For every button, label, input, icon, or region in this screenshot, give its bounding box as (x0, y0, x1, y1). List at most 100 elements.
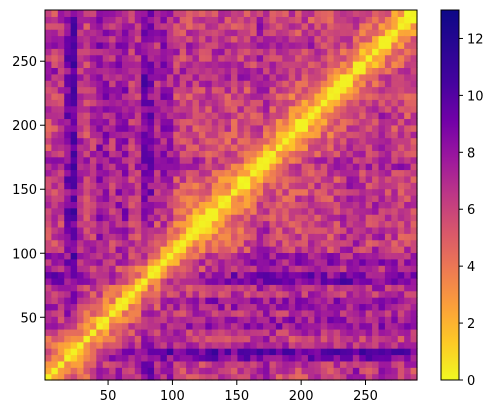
heatmap-cell (186, 73, 194, 81)
heatmap-cell (211, 348, 219, 356)
heatmap-cell (397, 86, 405, 94)
heatmap-cell (243, 252, 251, 260)
heatmap-cell (173, 169, 181, 177)
heatmap-cell (70, 277, 78, 285)
heatmap-cell (179, 367, 187, 375)
heatmap-cell (314, 265, 322, 273)
heatmap-cell (141, 226, 149, 234)
heatmap-cell (231, 328, 239, 336)
heatmap-cell (346, 48, 354, 56)
heatmap-cell (378, 67, 386, 75)
heatmap-cell (372, 118, 380, 126)
heatmap-cell (160, 92, 168, 100)
heatmap-cell (89, 118, 97, 126)
heatmap-cell (365, 277, 373, 285)
heatmap-cell (346, 246, 354, 254)
heatmap-cell (391, 226, 399, 234)
heatmap-cell (352, 67, 360, 75)
heatmap-cell (198, 67, 206, 75)
heatmap-cell (141, 195, 149, 202)
heatmap-cell (134, 150, 142, 158)
heatmap-cell (109, 35, 117, 43)
heatmap-cell (160, 150, 168, 158)
heatmap-cell (404, 290, 412, 298)
heatmap-cell (141, 35, 149, 43)
heatmap-cell (327, 252, 335, 260)
heatmap-cell (372, 277, 380, 285)
heatmap-cell (372, 73, 380, 81)
heatmap-cell (231, 182, 239, 190)
heatmap-cell (198, 316, 206, 324)
heatmap-cell (250, 48, 258, 56)
heatmap-cell (160, 367, 168, 375)
heatmap-cell (160, 233, 168, 241)
heatmap-cell (404, 61, 412, 69)
heatmap-cell (166, 10, 174, 17)
heatmap-cell (250, 201, 258, 209)
heatmap-cell (243, 16, 251, 24)
heatmap-cell (89, 112, 97, 120)
heatmap-cell (384, 214, 392, 222)
heatmap-cell (96, 373, 104, 381)
heatmap-cell (89, 143, 97, 151)
heatmap-cell (211, 220, 219, 228)
heatmap-cell (256, 137, 264, 145)
heatmap-cell (160, 16, 168, 24)
heatmap-cell (211, 80, 219, 88)
heatmap-cell (282, 92, 290, 100)
heatmap-cell (269, 131, 277, 139)
heatmap-cell (333, 10, 341, 17)
heatmap-cell (102, 367, 110, 375)
heatmap-cell (218, 150, 226, 158)
heatmap-cell (333, 226, 341, 234)
heatmap-cell (179, 335, 187, 343)
heatmap-cell (57, 322, 65, 330)
heatmap-cell (173, 367, 181, 375)
heatmap-cell (243, 265, 251, 273)
heatmap-cell (205, 188, 213, 196)
heatmap-cell (109, 156, 117, 164)
heatmap-cell (89, 360, 97, 368)
heatmap-cell (352, 354, 360, 362)
heatmap-cell (320, 252, 328, 260)
heatmap-cell (288, 360, 296, 368)
heatmap-cell (237, 118, 245, 126)
heatmap-cell (397, 297, 405, 305)
heatmap-cell (83, 214, 91, 222)
heatmap-cell (179, 156, 187, 164)
heatmap-cell (83, 207, 91, 215)
heatmap-cell (263, 150, 271, 158)
heatmap-cell (231, 137, 239, 145)
heatmap-cell (186, 297, 194, 305)
heatmap-cell (327, 150, 335, 158)
heatmap-cell (186, 124, 194, 132)
heatmap-cell (186, 175, 194, 183)
heatmap-cell (404, 99, 412, 107)
heatmap-cell (160, 156, 168, 164)
heatmap-cell (243, 156, 251, 164)
heatmap-cell (384, 67, 392, 75)
heatmap-cell (327, 341, 335, 349)
heatmap-cell (314, 163, 322, 171)
heatmap-cell (397, 124, 405, 132)
heatmap-cell (327, 41, 335, 49)
heatmap-cell (109, 328, 117, 336)
heatmap-cell (263, 22, 271, 30)
heatmap-cell (205, 303, 213, 311)
heatmap-cell (282, 246, 290, 254)
heatmap-cell (372, 322, 380, 330)
heatmap-cell (115, 258, 123, 266)
heatmap-cell (205, 214, 213, 222)
heatmap-cell (231, 207, 239, 215)
heatmap-cell (352, 163, 360, 171)
heatmap-cell (410, 226, 418, 234)
heatmap-cell (269, 195, 277, 202)
heatmap-cell (83, 124, 91, 132)
heatmap-cell (83, 303, 91, 311)
heatmap-cell (115, 150, 123, 158)
heatmap-cell (109, 201, 117, 209)
heatmap-cell (359, 265, 367, 273)
heatmap-cell (288, 29, 296, 37)
heatmap-cell (231, 373, 239, 381)
heatmap-cell (186, 182, 194, 190)
